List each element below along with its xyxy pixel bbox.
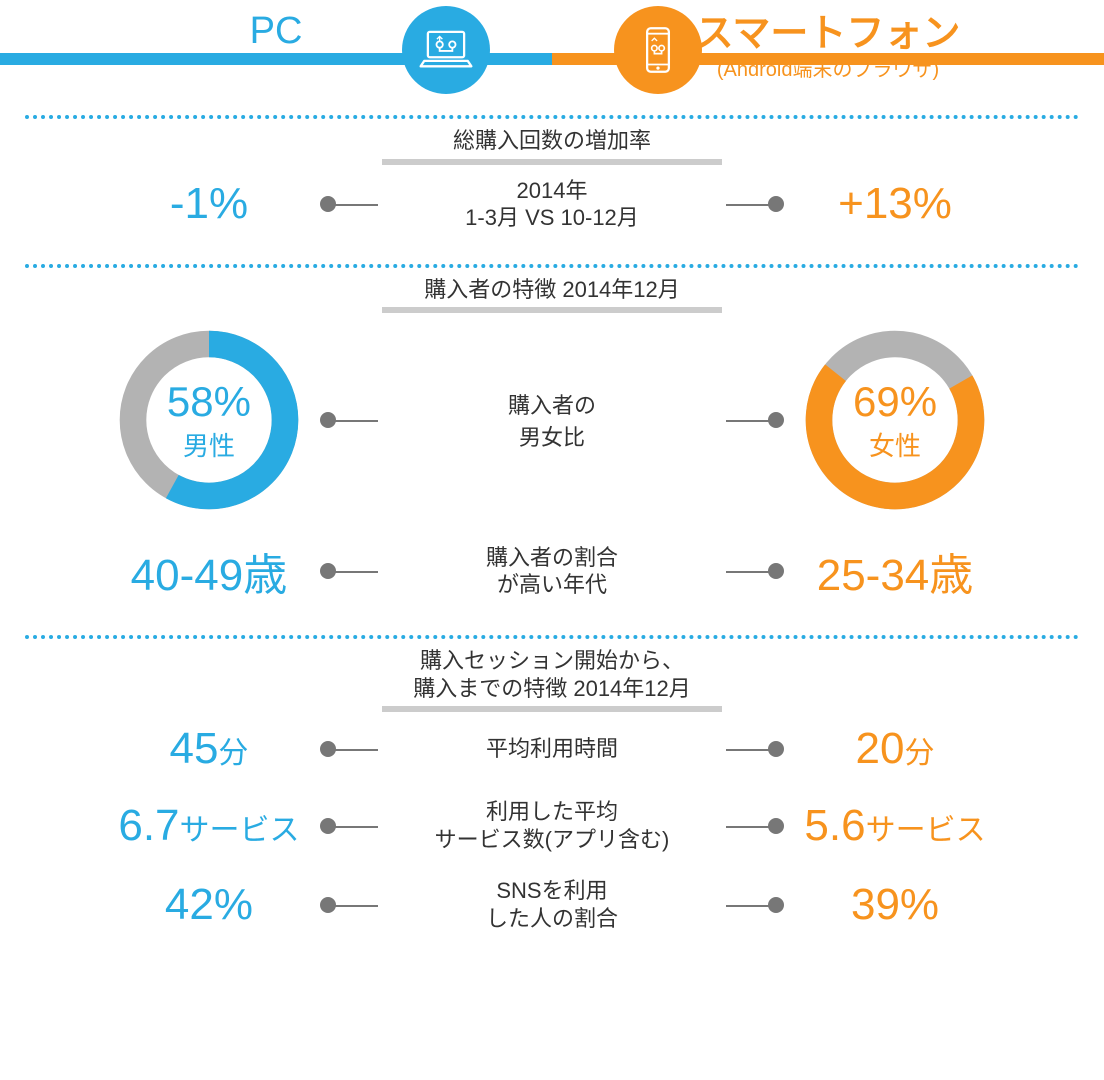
row-label: 平均利用時間 — [378, 735, 726, 763]
connector-dot — [768, 196, 784, 212]
row-sns: 42% SNSを利用 した人の割合 39% — [0, 865, 1104, 944]
mid-line: 平均利用時間 — [378, 735, 726, 763]
row-label: 購入者の 男女比 — [378, 388, 726, 452]
connector-dot — [320, 741, 336, 757]
row-gender: 58% 男性 購入者の 男女比 69% 女性 — [0, 313, 1104, 527]
connector-dot — [768, 818, 784, 834]
pc-donut-sub: 男性 — [183, 426, 235, 463]
section-title-line: 購入までの特徴 2014年12月 — [0, 675, 1104, 703]
value-unit: 分 — [904, 737, 934, 770]
value-num: 5.6 — [804, 801, 865, 850]
value-num: 45 — [169, 724, 218, 773]
header: PC スマートフォン (Android端末のブラウザ) — [0, 0, 1104, 95]
mid-line: 1-3月 VS 10-12月 — [378, 204, 726, 232]
connector-dot — [768, 741, 784, 757]
mid-line: 男女比 — [378, 420, 726, 452]
connector-dot — [768, 412, 784, 428]
mid-line: 2014年 — [378, 177, 726, 205]
mid-line: 利用した平均 — [378, 798, 726, 826]
row-time: 45分 平均利用時間 20分 — [0, 712, 1104, 786]
sp-donut-pct: 69% — [853, 378, 937, 426]
row-services: 6.7サービス 利用した平均 サービス数(アプリ含む) 5.6サービス — [0, 786, 1104, 865]
connector-dot — [320, 412, 336, 428]
row-growth: -1% 2014年 1-3月 VS 10-12月 +13% — [0, 165, 1104, 244]
sp-donut-chart: 69% 女性 — [800, 325, 990, 515]
sp-donut-sub: 女性 — [869, 426, 921, 463]
connector-dot — [320, 196, 336, 212]
mid-line: 購入者の割合 — [378, 544, 726, 572]
mid-line: が高い年代 — [378, 571, 726, 599]
section-header-1: 総購入回数の増加率 — [0, 119, 1104, 165]
section-title-line: 購入セッション開始から、 — [0, 647, 1104, 675]
value-unit: サービス — [866, 814, 986, 847]
row-label: 2014年 1-3月 VS 10-12月 — [378, 177, 726, 232]
connector-dot — [768, 897, 784, 913]
mid-line: SNSを利用 — [378, 877, 726, 905]
laptop-icon — [402, 6, 490, 94]
section-header-2: 購入者の特徴 2014年12月 — [0, 268, 1104, 314]
value-unit: 分 — [218, 737, 248, 770]
value-num: 20 — [856, 724, 905, 773]
section-title: 購入者の特徴 2014年12月 — [0, 276, 1104, 304]
row-label: 利用した平均 サービス数(アプリ含む) — [378, 798, 726, 853]
smartphone-icon — [614, 6, 702, 94]
connector-dot — [320, 818, 336, 834]
pc-donut-chart: 58% 男性 — [114, 325, 304, 515]
value-unit: サービス — [180, 814, 300, 847]
row-age: 40-49歳 購入者の割合 が高い年代 25-34歳 — [0, 527, 1104, 615]
row-label: 購入者の割合 が高い年代 — [378, 544, 726, 599]
mid-line: した人の割合 — [378, 905, 726, 933]
row-label: SNSを利用 した人の割合 — [378, 877, 726, 932]
mid-line: 購入者の — [378, 388, 726, 420]
section-header-3: 購入セッション開始から、 購入までの特徴 2014年12月 — [0, 639, 1104, 712]
connector-dot — [320, 897, 336, 913]
section-title: 総購入回数の増加率 — [0, 127, 1104, 155]
value-num: 6.7 — [118, 801, 179, 850]
connector-dot — [320, 563, 336, 579]
pc-donut-pct: 58% — [167, 378, 251, 426]
connector-dot — [768, 563, 784, 579]
mid-line: サービス数(アプリ含む) — [378, 826, 726, 854]
